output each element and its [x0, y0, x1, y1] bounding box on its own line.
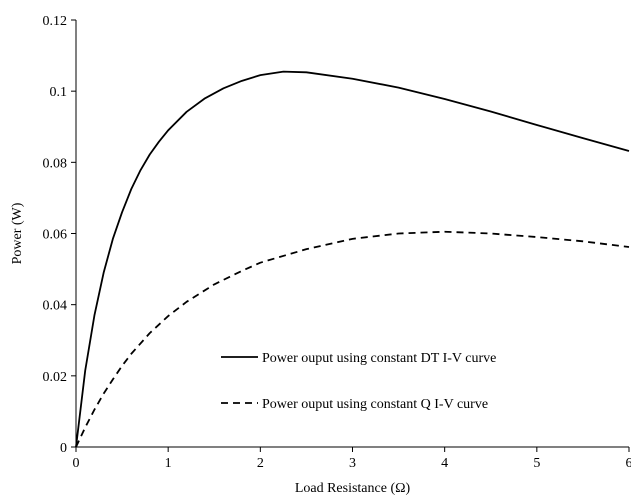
series-line-dt [75, 70, 630, 448]
legend-label-dt: Power ouput using constant DT I-V curve [262, 351, 496, 366]
y-tick-label: 0.1 [50, 85, 68, 100]
legend: Power ouput using constant DT I-V curve … [221, 351, 496, 412]
tick-labels: 0 0.02 0.04 0.06 0.08 0.1 0.12 0 1 2 3 4 5 6 [43, 14, 631, 471]
y-tick-label: 0.02 [43, 370, 68, 385]
y-tick-label: 0.06 [43, 228, 68, 243]
series-line-q [75, 230, 630, 448]
x-tick-label: 4 [441, 456, 448, 471]
x-tick-label: 5 [533, 456, 540, 471]
x-axis-label: Load Resistance (Ω) [295, 481, 411, 496]
x-tick-label: 2 [257, 456, 264, 471]
plot-area [75, 70, 630, 448]
legend-label-q: Power ouput using constant Q I-V curve [262, 397, 488, 412]
axes [71, 19, 630, 452]
x-tick-label: 0 [73, 456, 80, 471]
y-tick-label: 0 [60, 441, 67, 456]
y-axis-label: Power (W) [10, 202, 25, 264]
y-tick-label: 0.12 [43, 14, 68, 29]
x-tick-label: 1 [165, 456, 172, 471]
x-tick-label: 3 [349, 456, 356, 471]
y-tick-label: 0.08 [43, 156, 68, 171]
y-tick-label: 0.04 [43, 299, 68, 314]
x-tick-label: 6 [626, 456, 631, 471]
